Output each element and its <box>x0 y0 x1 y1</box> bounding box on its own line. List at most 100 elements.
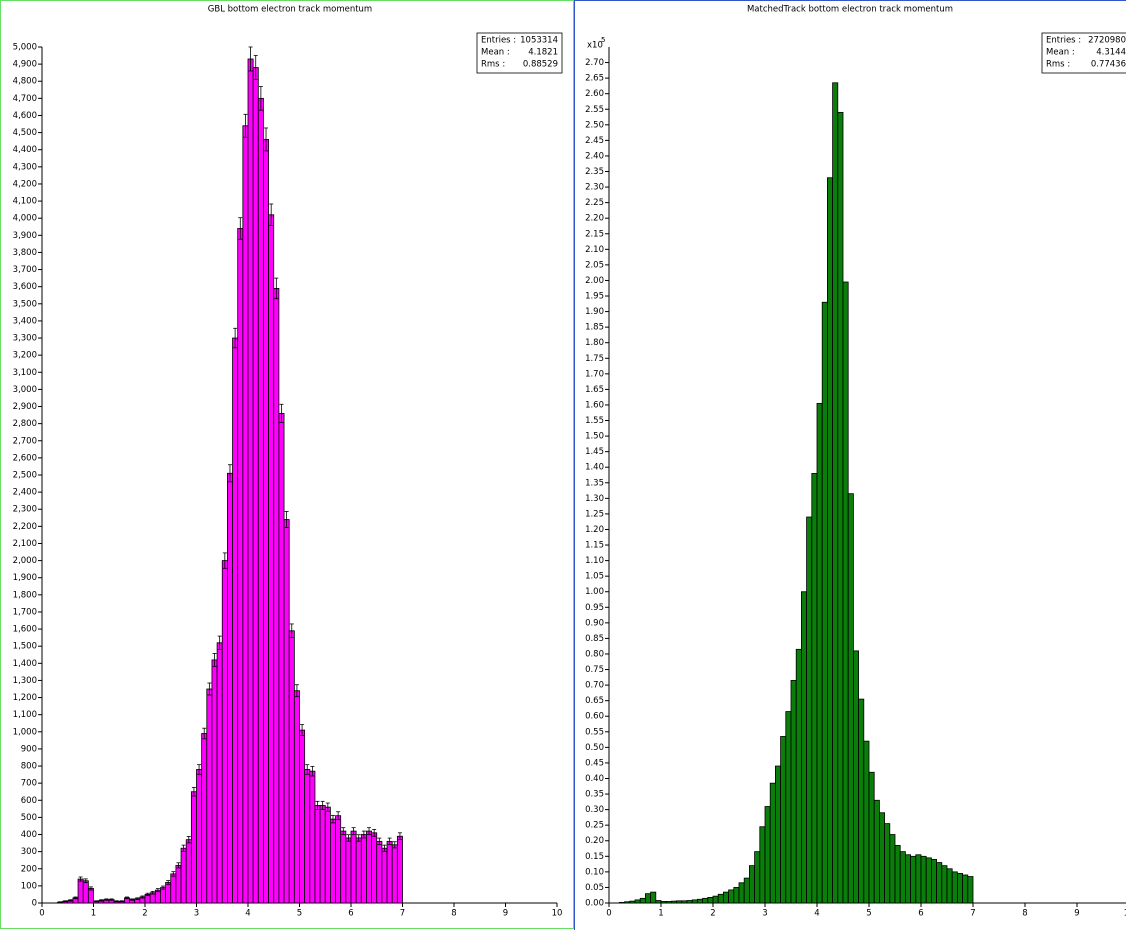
y-tick-label: 4,500 <box>13 128 37 138</box>
y-tick-label: 0.70 <box>585 681 604 691</box>
y-tick-label: 0.80 <box>585 649 604 659</box>
y-tick-label: 2.15 <box>585 229 604 239</box>
bar <box>665 901 672 904</box>
bar <box>226 472 233 904</box>
bar <box>769 782 776 904</box>
bar <box>252 67 259 904</box>
bar <box>946 868 953 904</box>
bar <box>936 862 943 904</box>
bar <box>842 281 849 904</box>
bar <box>82 880 89 904</box>
y-tick-label: 2,900 <box>13 402 37 412</box>
y-tick-label: 1,200 <box>13 693 37 703</box>
x-tick-label: 7 <box>400 909 405 919</box>
x-tick-label: 4 <box>814 909 819 919</box>
bar <box>211 659 218 904</box>
bar <box>190 791 197 904</box>
y-tick-label: 2.55 <box>585 105 604 115</box>
x-tick-label: 2 <box>142 909 147 919</box>
bar <box>309 770 316 904</box>
bar <box>360 834 367 904</box>
y-tick-label: 1.80 <box>585 338 604 348</box>
y-tick-label: 0.65 <box>585 696 604 706</box>
y-tick-label: 1.50 <box>585 432 604 442</box>
y-tick-label: 1.75 <box>585 354 604 364</box>
y-tick-label: 1.00 <box>585 587 604 597</box>
y-tick-label: 1.90 <box>585 307 604 317</box>
bar <box>863 740 870 904</box>
bar <box>345 837 352 904</box>
bar <box>764 806 771 904</box>
y-tick-label: 1.85 <box>585 323 604 333</box>
y-tick-label: 4,100 <box>13 197 37 207</box>
x-tick-label: 0 <box>39 909 44 919</box>
bar <box>639 897 646 904</box>
bar <box>396 835 403 904</box>
bar <box>754 851 761 904</box>
bar <box>957 873 964 904</box>
y-tick-label: 0.25 <box>585 821 604 831</box>
y-tick-label: 1,800 <box>13 590 37 600</box>
bar <box>749 865 756 904</box>
bar <box>879 812 886 904</box>
bar <box>686 900 693 904</box>
bar <box>806 516 813 904</box>
bar <box>827 177 834 904</box>
y-tick-label: 0.45 <box>585 758 604 768</box>
bar <box>293 690 300 904</box>
y-tick-label: 4,800 <box>13 77 37 87</box>
x-tick-label: 2 <box>710 909 715 919</box>
x-tick-label: 0 <box>606 909 611 919</box>
x-tick-label: 8 <box>451 909 456 919</box>
bar <box>931 859 938 904</box>
stats-value: 0.88529 <box>523 60 558 70</box>
y-tick-label: 2.40 <box>585 151 604 161</box>
bar <box>87 888 94 904</box>
bar <box>268 214 275 904</box>
y-tick-label: 2.50 <box>585 120 604 130</box>
y-tick-label: 1.20 <box>585 525 604 535</box>
y-tick-label: 3,900 <box>13 231 37 241</box>
y-tick-label: 0.35 <box>585 790 604 800</box>
bar <box>371 832 378 904</box>
y-tick-label: 2,000 <box>13 556 37 566</box>
bar <box>650 891 657 904</box>
x-tick-label: 4 <box>245 909 250 919</box>
y-tick-label: 3,200 <box>13 351 37 361</box>
y-tick-label: 2.35 <box>585 167 604 177</box>
bar <box>237 228 244 904</box>
bar <box>350 830 357 904</box>
bar <box>853 650 860 904</box>
y-tick-label: 800 <box>21 762 37 772</box>
y-tick-label: 0 <box>32 899 37 909</box>
bar <box>655 900 662 904</box>
stats-label: Entries : <box>1046 36 1081 46</box>
stats-label: Rms : <box>1046 60 1070 70</box>
bar <box>201 733 208 904</box>
y-tick-label: 2,700 <box>13 436 37 446</box>
bar <box>304 769 311 904</box>
y-tick-label: 400 <box>21 830 37 840</box>
y-tick-label: 900 <box>21 744 37 754</box>
stats-label: Rms : <box>481 60 505 70</box>
y-tick-label: 100 <box>21 881 37 891</box>
y-tick-label: 2,100 <box>13 539 37 549</box>
y-tick-label: 2.30 <box>585 183 604 193</box>
bar <box>619 901 626 904</box>
y-tick-label: 2.05 <box>585 260 604 270</box>
bar <box>889 834 896 904</box>
bar <box>858 698 865 904</box>
y-tick-label: 0.90 <box>585 618 604 628</box>
stats-value: 4.3144 <box>1096 48 1126 58</box>
y-scale-label: x10 <box>587 41 603 51</box>
bar <box>785 711 792 904</box>
bar <box>221 560 228 904</box>
x-tick-label: 1 <box>658 909 663 919</box>
bar <box>847 493 854 904</box>
bar <box>257 97 264 904</box>
stats-box <box>476 32 563 74</box>
y-tick-label: 1,700 <box>13 607 37 617</box>
bar <box>386 840 393 904</box>
y-tick-label: 600 <box>21 796 37 806</box>
